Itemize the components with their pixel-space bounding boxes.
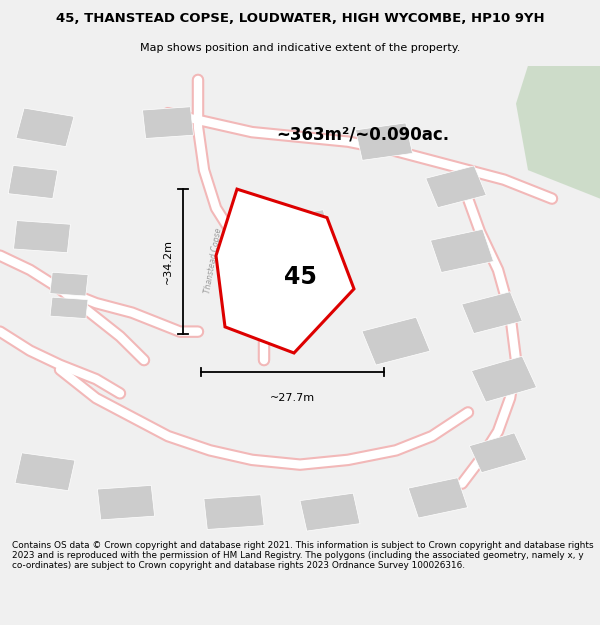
Polygon shape bbox=[430, 229, 494, 272]
Polygon shape bbox=[356, 123, 412, 161]
Polygon shape bbox=[143, 107, 193, 139]
Text: 45: 45 bbox=[284, 265, 316, 289]
Text: Thanstead Copse: Thanstead Copse bbox=[203, 227, 223, 294]
Polygon shape bbox=[97, 486, 155, 520]
Polygon shape bbox=[50, 272, 88, 296]
Text: ~363m²/~0.090ac.: ~363m²/~0.090ac. bbox=[276, 126, 449, 144]
Polygon shape bbox=[462, 292, 522, 334]
Polygon shape bbox=[216, 189, 354, 353]
Text: ~27.7m: ~27.7m bbox=[270, 393, 315, 403]
Text: Contains OS data © Crown copyright and database right 2021. This information is : Contains OS data © Crown copyright and d… bbox=[12, 541, 593, 571]
Polygon shape bbox=[14, 221, 70, 253]
Polygon shape bbox=[15, 453, 75, 491]
Polygon shape bbox=[426, 166, 486, 208]
Polygon shape bbox=[516, 66, 600, 199]
Polygon shape bbox=[300, 493, 360, 531]
Polygon shape bbox=[469, 433, 527, 472]
Polygon shape bbox=[16, 108, 74, 147]
Polygon shape bbox=[8, 166, 58, 199]
Text: Map shows position and indicative extent of the property.: Map shows position and indicative extent… bbox=[140, 42, 460, 52]
Text: 45, THANSTEAD COPSE, LOUDWATER, HIGH WYCOMBE, HP10 9YH: 45, THANSTEAD COPSE, LOUDWATER, HIGH WYC… bbox=[56, 12, 544, 25]
Polygon shape bbox=[362, 318, 430, 365]
Polygon shape bbox=[50, 297, 88, 319]
Polygon shape bbox=[204, 495, 264, 529]
Polygon shape bbox=[268, 210, 332, 254]
Polygon shape bbox=[472, 356, 536, 402]
Polygon shape bbox=[255, 261, 333, 316]
Text: ~34.2m: ~34.2m bbox=[163, 239, 173, 284]
Polygon shape bbox=[409, 478, 467, 518]
